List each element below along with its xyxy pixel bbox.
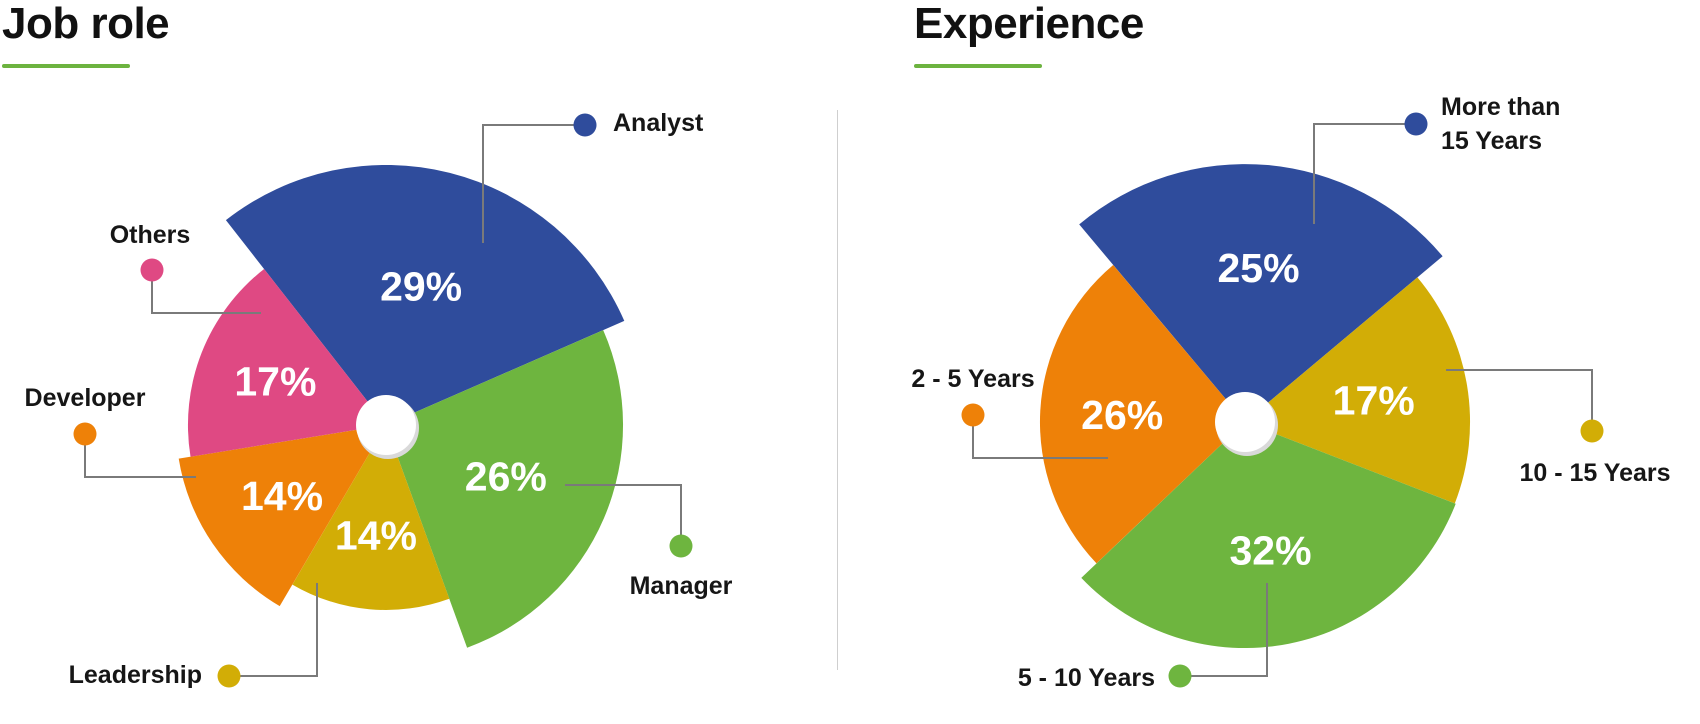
job-role-value-label-leadership: 14% [335,513,417,559]
job-role-slice-developer [178,425,386,607]
experience-legend-dot-10-15-years [1580,419,1604,443]
job-role-legend-dot-others [140,258,164,282]
job-role-label-analyst: Analyst [613,109,704,137]
experience-center-hole [1215,392,1275,452]
experience-label-10-15-years: 10 - 15 Years [1519,459,1670,487]
job-role-center-hole [356,395,416,455]
job-role-value-label-others: 17% [234,359,316,405]
job-role-legend-dot-manager [669,534,693,558]
job-role-slice-manager [386,330,624,648]
experience-title-underline [914,64,1042,68]
experience-label-more-than-15-years: More than 15 Years [1441,93,1560,155]
job-role-label-line: Developer [25,384,146,412]
job-role-legend-dot-developer [73,422,97,446]
experience-label-line: 10 - 15 Years [1519,459,1670,487]
experience-value-label-10-15-years: 17% [1333,378,1415,424]
job-role-slice-analyst [225,164,625,425]
job-role-label-line: Others [110,221,191,249]
experience-label-line: More than [1441,93,1560,121]
job-role-label-line: Manager [630,572,733,600]
job-role-label-developer: Developer [25,384,146,412]
experience-slice-more-than-15-years [1079,164,1443,422]
job-role-label-line: Leadership [69,661,202,689]
job-role-legend-dot-analyst [573,113,597,137]
job-role-title: Job role [2,0,170,48]
experience-slice-2-5-years [1039,265,1245,564]
experience-slice-10-15-years [1245,277,1471,504]
experience-leader-line-10-15-years [1446,369,1593,431]
job-role-leader-line-manager [565,484,682,546]
job-role-leader-line-analyst [482,124,585,243]
experience-leader-line-5-10-years [1180,583,1268,677]
job-role-title-underline [2,64,130,68]
job-role-label-line: Analyst [613,109,704,137]
job-role-leader-line-leadership [229,583,318,677]
experience-value-label-more-than-15-years: 25% [1217,245,1299,291]
job-role-label-manager: Manager [630,572,733,600]
experience-leader-line-2-5-years [972,415,1108,459]
job-role-legend-dot-leadership [217,664,241,688]
experience-legend-dot-5-10-years [1168,664,1192,688]
job-role-value-label-manager: 26% [465,453,547,499]
experience-label-5-10-years: 5 - 10 Years [1018,664,1155,692]
job-role-leader-line-developer [84,434,196,478]
experience-value-label-5-10-years: 32% [1229,528,1311,574]
job-role-slice-others [187,269,386,457]
job-role-label-leadership: Leadership [69,661,202,689]
experience-label-line: 2 - 5 Years [911,365,1034,393]
job-role-value-label-analyst: 29% [380,263,462,309]
experience-legend-dot-more-than-15-years [1404,112,1428,136]
experience-title: Experience [914,0,1144,48]
experience-leader-line-more-than-15-years [1313,123,1416,224]
panel-divider [837,110,838,670]
experience-value-label-2-5-years: 26% [1081,392,1163,438]
job-role-value-label-developer: 14% [241,473,323,519]
experience-label-line: 15 Years [1441,127,1542,155]
job-role-label-others: Others [110,221,191,249]
experience-legend-dot-2-5-years [961,403,985,427]
experience-label-2-5-years: 2 - 5 Years [911,365,1034,393]
job-role-leader-line-others [151,270,261,314]
experience-slice-5-10-years [1081,422,1456,649]
experience-label-line: 5 - 10 Years [1018,664,1155,692]
job-role-slice-leadership [292,425,450,610]
